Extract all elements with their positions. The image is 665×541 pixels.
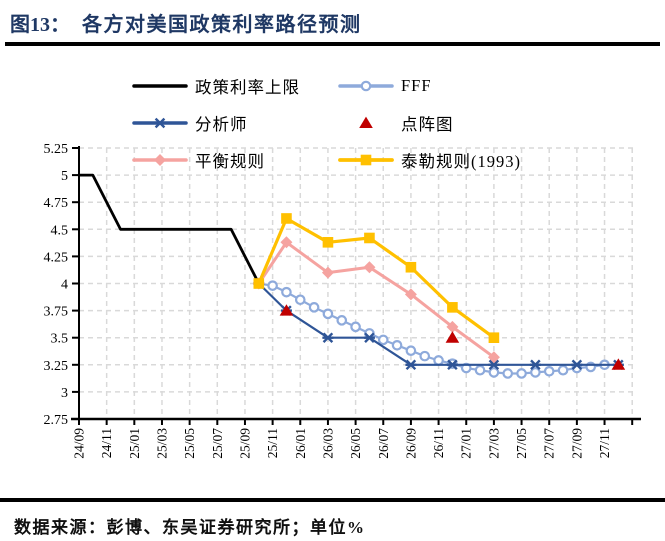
y-tick-label: 3.75 — [44, 305, 69, 320]
y-tick-label: 2.75 — [44, 413, 69, 428]
x-tick-label: 26/05 — [348, 428, 363, 459]
x-tick-label: 25/03 — [154, 428, 169, 459]
y-tick-label: 4.25 — [44, 250, 69, 265]
balanced-rule-swatch-icon — [132, 154, 188, 166]
axes — [71, 146, 641, 425]
y-tick-label: 3.25 — [44, 359, 69, 374]
x-tick-label: 27/11 — [597, 428, 612, 458]
figure-number: 图13： — [10, 14, 70, 36]
legend-item-analysts: 分析师 — [131, 112, 337, 134]
footer-divider — [0, 498, 665, 502]
series-dot-plot — [279, 304, 626, 370]
series-taylor-rule-1993 — [253, 213, 500, 343]
figure-title-text: 各方对美国政策利率路径预测 — [82, 14, 362, 36]
x-tick-label: 27/07 — [542, 428, 557, 459]
legend-label: 分析师 — [195, 115, 248, 134]
legend-item-taylor-rule-1993: 泰勒规则(1993) — [337, 149, 521, 171]
series-fff — [253, 278, 610, 379]
legend-label: 政策利率上限 — [195, 78, 300, 97]
legend-label: 平衡规则 — [195, 152, 265, 171]
title-divider — [5, 42, 660, 46]
y-tick-label: 3.5 — [51, 332, 69, 347]
x-tick-label: 27/05 — [514, 428, 529, 459]
x-tick-label: 26/01 — [293, 428, 308, 459]
legend-label: 点阵图 — [401, 115, 454, 134]
legend-item-fff: FFF — [337, 75, 521, 97]
figure-title: 图13： 各方对美国政策利率路径预测 — [0, 0, 665, 40]
chart-area: 5.25 5 4.75 4.5 4.25 4 3.75 3.5 3.25 3 2.75 24/09 24… — [0, 46, 665, 498]
legend: 政策利率上限 FFF 分析师 点阵图平衡规则 泰勒规则(1993) — [131, 75, 521, 171]
gridlines — [79, 147, 633, 419]
y-tick-label: 5 — [61, 169, 68, 184]
x-axis-labels: 24/09 24/11 25/01 25/03 25/05 25/07 25/09 25/11… — [72, 428, 613, 459]
dot-plot-swatch-icon — [359, 116, 373, 128]
policy-ceiling-swatch-icon — [132, 84, 188, 88]
x-tick-label: 25/07 — [210, 428, 225, 459]
y-tick-label: 4 — [61, 278, 68, 293]
legend-item-policy-ceiling: 政策利率上限 — [131, 75, 337, 97]
x-tick-label: 27/09 — [569, 428, 584, 459]
x-tick-label: 27/01 — [459, 428, 474, 459]
analysts-swatch-icon — [132, 117, 188, 129]
x-tick-label: 26/09 — [403, 428, 418, 459]
y-tick-label: 5.25 — [44, 142, 69, 157]
x-tick-label: 24/11 — [99, 428, 114, 458]
y-axis-labels: 5.25 5 4.75 4.5 4.25 4 3.75 3.5 3.25 3 2.75 — [44, 142, 69, 428]
series-policy-ceiling — [77, 173, 261, 285]
legend-item-dot-plot: 点阵图 — [337, 112, 521, 134]
x-tick-label: 24/09 — [72, 428, 87, 459]
legend-label: FFF — [401, 76, 432, 95]
x-tick-label: 26/03 — [320, 428, 335, 459]
x-tick-label: 25/05 — [182, 428, 197, 459]
x-tick-label: 25/11 — [265, 428, 280, 458]
x-tick-label: 25/09 — [237, 428, 252, 459]
source-note: 数据来源：彭博、东吴证券研究所；单位% — [14, 518, 366, 537]
x-tick-label: 26/07 — [376, 428, 391, 459]
fff-swatch-icon — [338, 80, 394, 92]
x-tick-label: 25/01 — [127, 428, 142, 459]
x-tick-label: 26/11 — [431, 428, 446, 458]
y-tick-label: 4.75 — [44, 196, 69, 211]
x-tick-label: 27/03 — [486, 428, 501, 459]
y-tick-label: 4.5 — [51, 223, 69, 238]
legend-label: 泰勒规则(1993) — [401, 152, 521, 171]
series-balanced-rule — [252, 236, 500, 364]
taylor-rule-1993-swatch-icon — [338, 154, 394, 166]
y-tick-label: 3 — [61, 386, 68, 401]
legend-item-balanced-rule: 平衡规则 — [131, 149, 337, 171]
